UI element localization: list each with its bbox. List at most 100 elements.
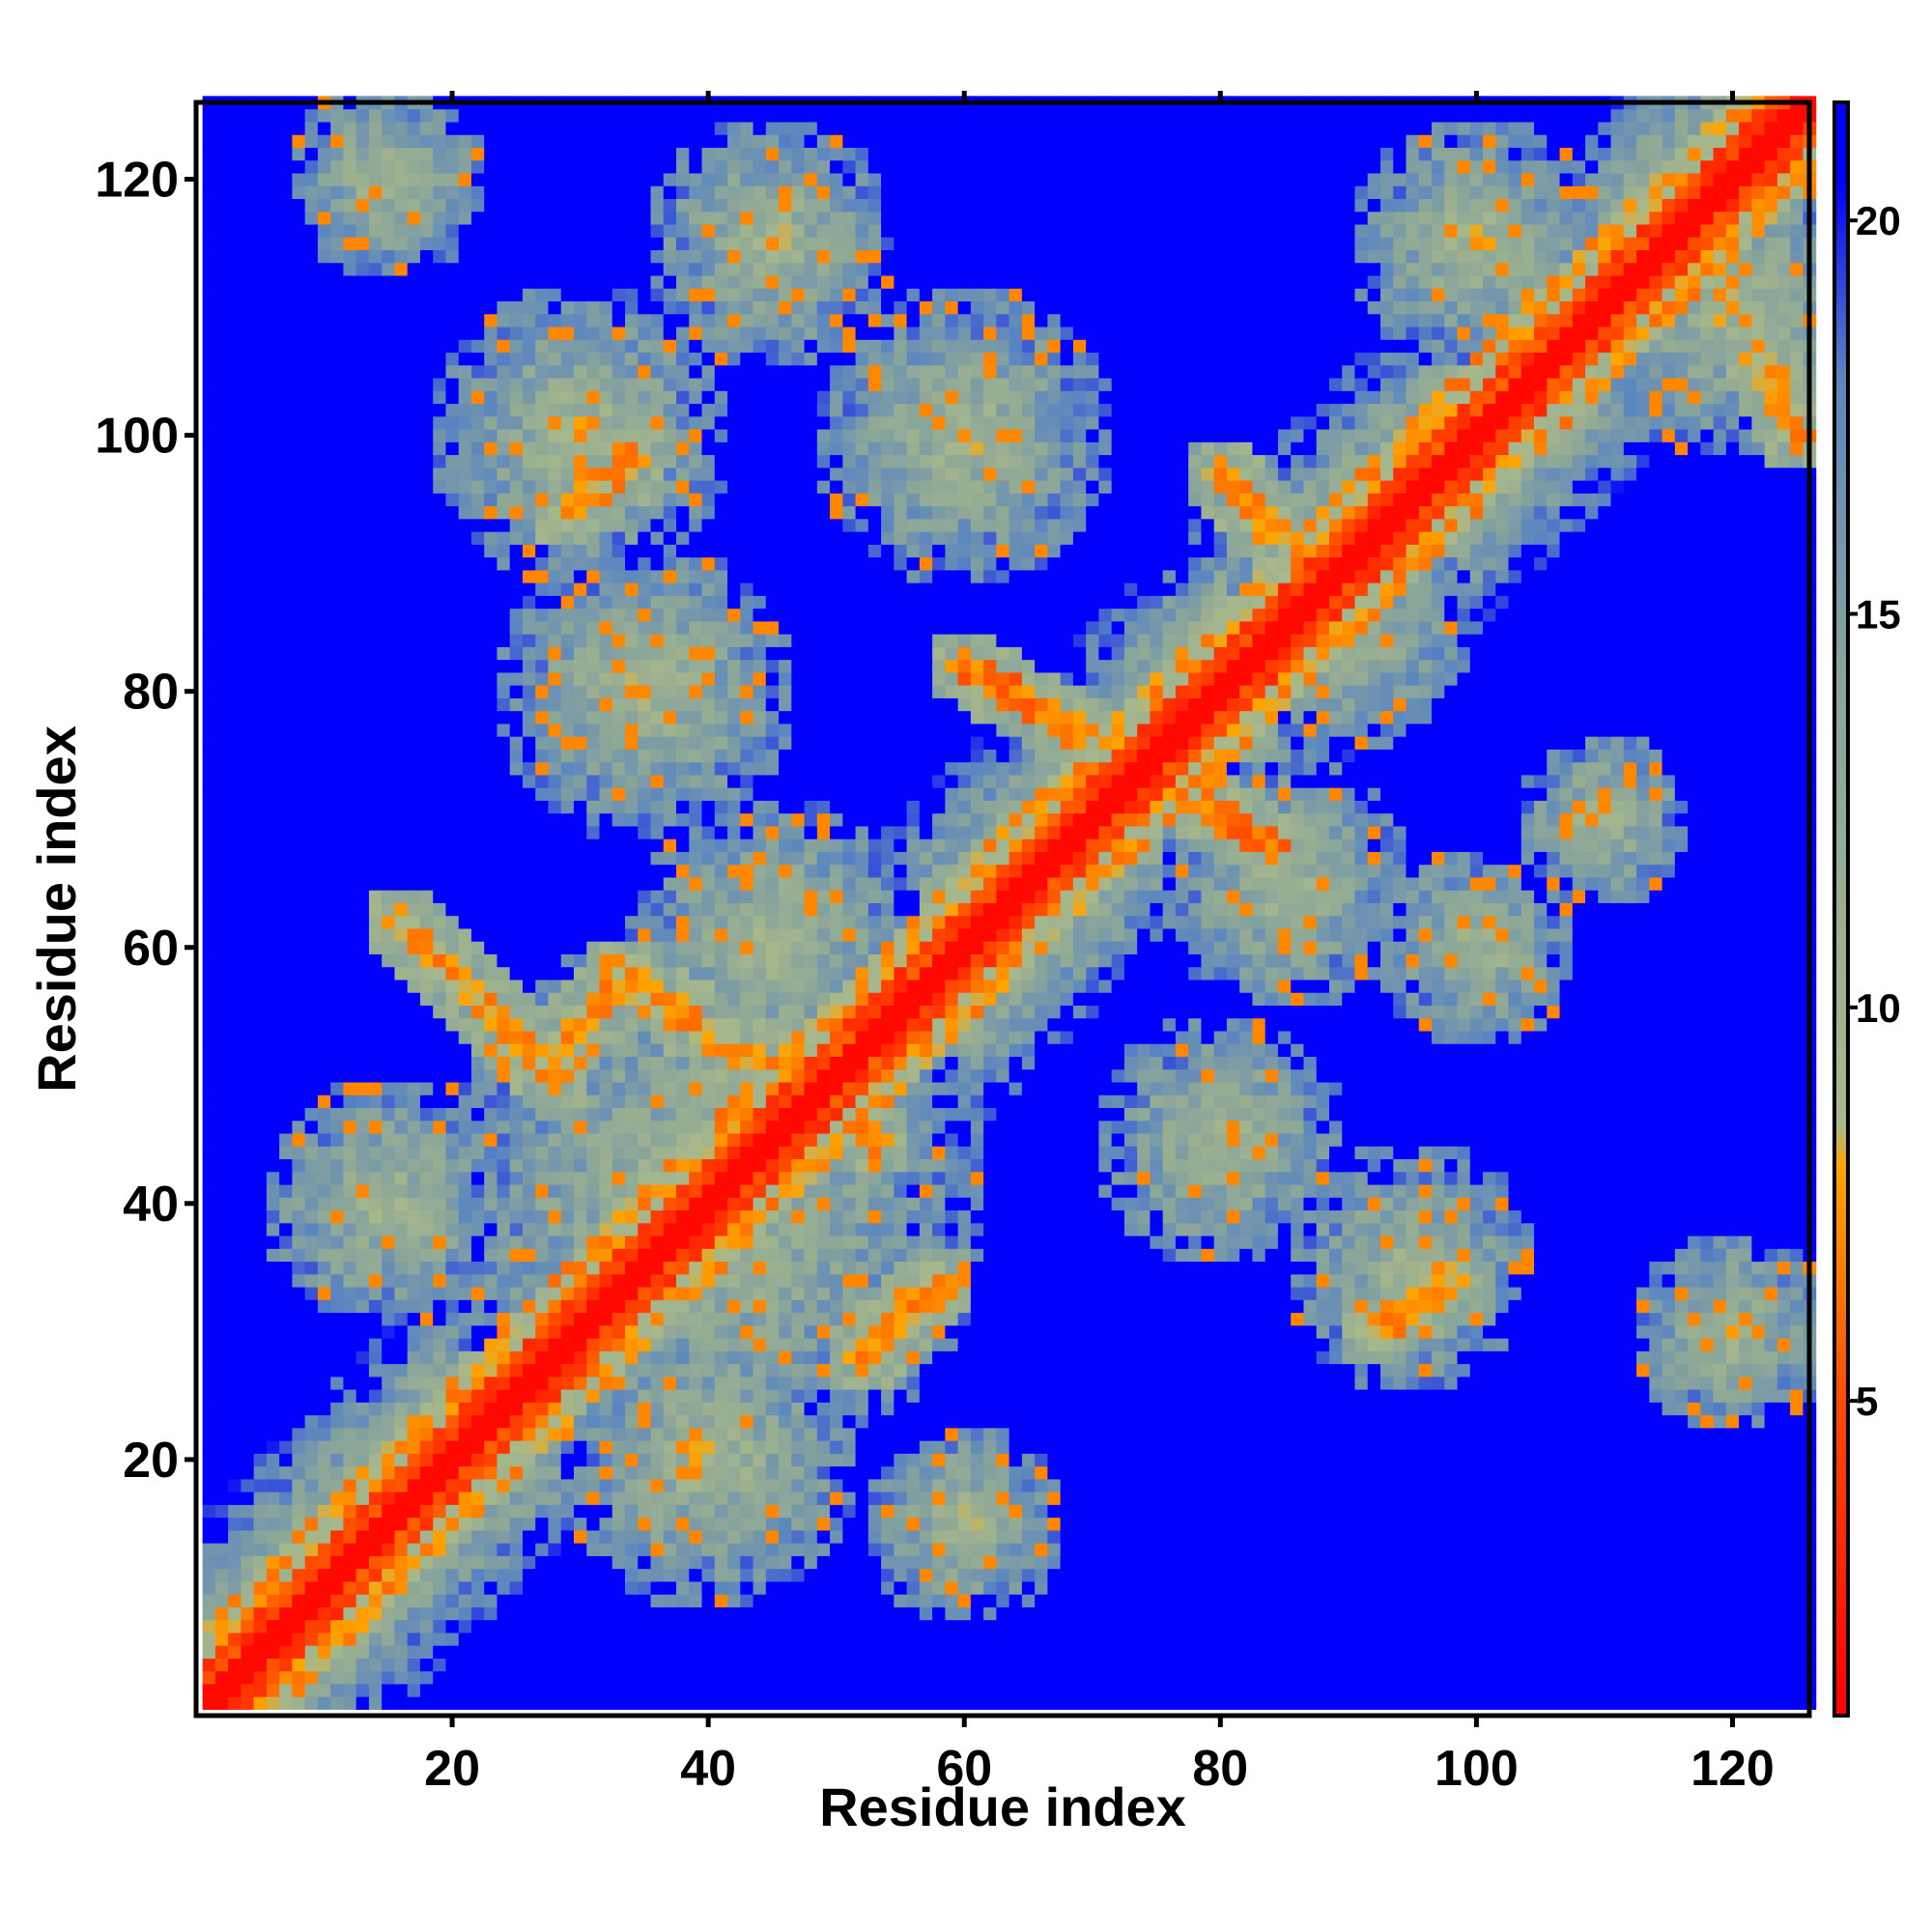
heatmap-cell [1201, 1338, 1215, 1351]
heatmap-cell [689, 1504, 703, 1519]
heatmap-cell [1239, 1197, 1254, 1211]
heatmap-cell [1751, 1492, 1766, 1505]
heatmap-cell [1674, 1568, 1689, 1582]
heatmap-cell [382, 1696, 396, 1710]
heatmap-cell [701, 1555, 716, 1570]
heatmap-cell [1751, 1453, 1766, 1467]
heatmap-cell [368, 1248, 383, 1263]
heatmap-cell [983, 1606, 997, 1621]
heatmap-cell [867, 1286, 882, 1300]
heatmap-cell [202, 1376, 216, 1390]
heatmap-cell [1072, 1222, 1087, 1236]
heatmap-cell [535, 1478, 550, 1492]
heatmap-cell [1201, 1389, 1215, 1403]
heatmap-cell [1534, 1402, 1548, 1416]
heatmap-cell [1316, 1670, 1330, 1685]
heatmap-cell [1432, 1619, 1445, 1634]
heatmap-cell [279, 1504, 293, 1519]
heatmap-cell [945, 1338, 959, 1351]
heatmap-cell [816, 1324, 831, 1339]
heatmap-cell [535, 1389, 550, 1403]
heatmap-cell [1688, 1492, 1701, 1505]
heatmap-cell [1432, 1529, 1445, 1544]
heatmap-cell [1649, 1209, 1663, 1224]
heatmap-cell [1035, 1440, 1048, 1454]
heatmap-cell [573, 1414, 587, 1429]
heatmap-cell [983, 1696, 997, 1710]
heatmap-cell [1713, 1414, 1727, 1429]
heatmap-cell [1188, 1594, 1203, 1607]
heatmap-cell [1252, 1222, 1266, 1236]
heatmap-cell [867, 1504, 882, 1519]
heatmap-cell [779, 1645, 792, 1659]
heatmap-cell [1764, 1209, 1778, 1224]
heatmap-cell [1585, 1273, 1599, 1288]
heatmap-cell [1252, 1363, 1266, 1378]
heatmap-cell [1009, 1338, 1023, 1351]
heatmap-cell [1520, 1580, 1535, 1595]
heatmap-cell [1520, 1414, 1535, 1429]
heatmap-cell [1213, 1594, 1228, 1607]
heatmap-cell [996, 1338, 1010, 1351]
heatmap-cell [1303, 1594, 1318, 1607]
heatmap-cell [957, 1324, 972, 1339]
heatmap-cell [1201, 1414, 1215, 1429]
heatmap-cell [1751, 1273, 1766, 1288]
heatmap-cell [1598, 1580, 1612, 1595]
heatmap-cell [894, 1465, 908, 1480]
heatmap-cell [279, 1453, 293, 1467]
heatmap-cell [1585, 1235, 1599, 1249]
heatmap-cell [1495, 1517, 1510, 1531]
heatmap-cell [894, 1619, 908, 1634]
heatmap-cell [714, 1658, 728, 1672]
heatmap-cell [611, 1632, 626, 1646]
heatmap-cell [548, 1619, 562, 1634]
heatmap-cell [253, 1235, 268, 1249]
heatmap-cell [1483, 1286, 1496, 1300]
heatmap-cell [419, 1273, 434, 1288]
heatmap-cell [1098, 1324, 1113, 1339]
heatmap-cell [1534, 1606, 1548, 1621]
heatmap-cell [228, 1235, 242, 1249]
heatmap-cell [292, 1248, 306, 1263]
heatmap-cell [1060, 1619, 1074, 1634]
heatmap-cell [1649, 1376, 1663, 1390]
heatmap-cell [816, 1427, 831, 1441]
heatmap-cell [1559, 1555, 1574, 1570]
heatmap-cell [1150, 1350, 1164, 1365]
heatmap-cell [1252, 1286, 1266, 1300]
heatmap-cell [1764, 1376, 1778, 1390]
heatmap-cell [509, 1235, 524, 1249]
heatmap-cell [1572, 1504, 1586, 1519]
heatmap-cell [573, 1286, 587, 1300]
heatmap-cell [701, 1594, 716, 1607]
heatmap-cell [1137, 1286, 1151, 1300]
heatmap-cell [1072, 1261, 1087, 1275]
heatmap-cell [1060, 1696, 1074, 1710]
heatmap-cell [1713, 1504, 1727, 1519]
heatmap-cell [548, 1414, 562, 1429]
heatmap-cell [279, 1696, 293, 1710]
heatmap-cell [317, 1632, 331, 1646]
heatmap-cell [1483, 1338, 1496, 1351]
heatmap-cell [548, 1658, 562, 1672]
heatmap-cell [1444, 1261, 1459, 1275]
heatmap-cell [317, 1312, 331, 1326]
heatmap-cell [1393, 1632, 1407, 1646]
heatmap-cell [419, 1555, 434, 1570]
heatmap-cell [970, 1632, 984, 1646]
heatmap-cell [1688, 1478, 1701, 1492]
heatmap-cell [650, 1529, 665, 1544]
heatmap-cell [535, 1376, 550, 1390]
heatmap-cell [445, 1222, 460, 1236]
heatmap-cell [1725, 1363, 1740, 1378]
heatmap-cell [586, 1568, 601, 1582]
heatmap-cell [894, 1427, 908, 1441]
heatmap-cell [1291, 1453, 1305, 1467]
heatmap-cell [830, 1350, 843, 1365]
heatmap-cell [458, 1453, 472, 1467]
heatmap-cell [932, 1261, 946, 1275]
heatmap-cell [753, 1465, 767, 1480]
heatmap-cell [202, 1683, 216, 1697]
heatmap-cell [1188, 1568, 1203, 1582]
